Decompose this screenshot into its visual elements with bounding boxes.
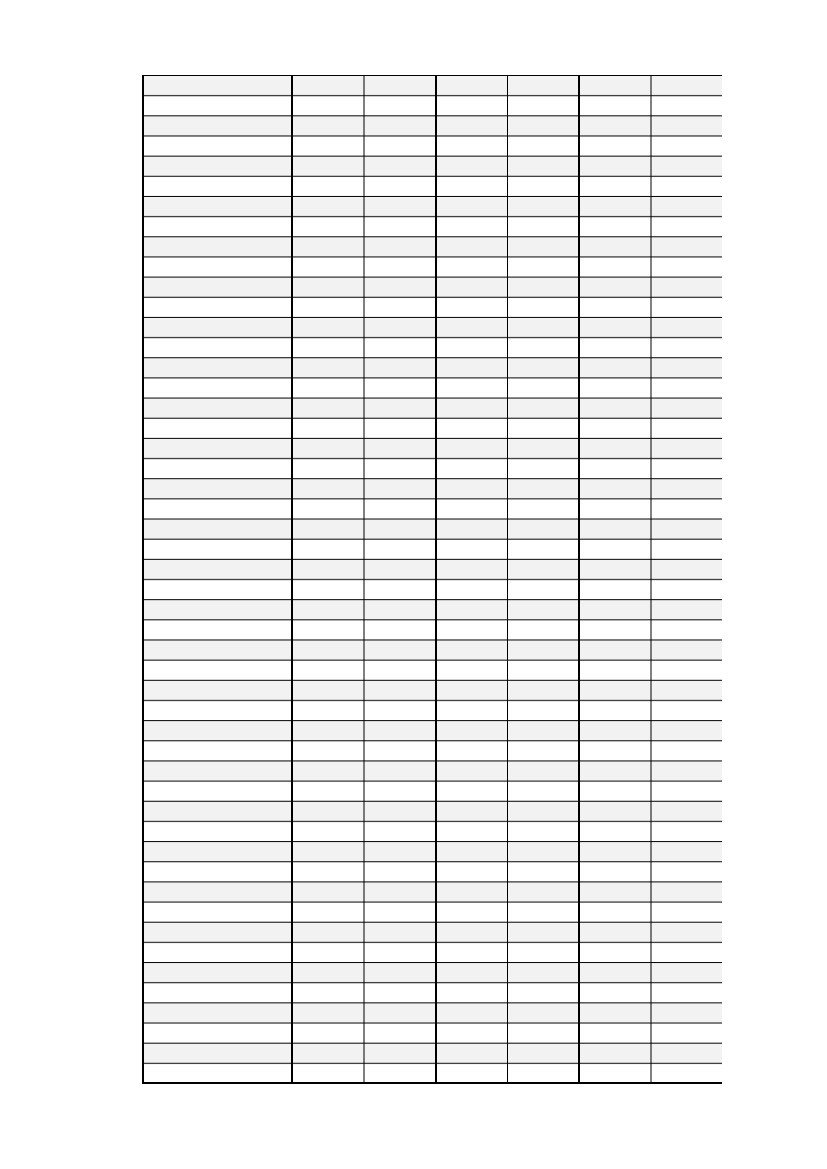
table-rows xyxy=(143,75,722,1083)
table xyxy=(142,75,722,1084)
